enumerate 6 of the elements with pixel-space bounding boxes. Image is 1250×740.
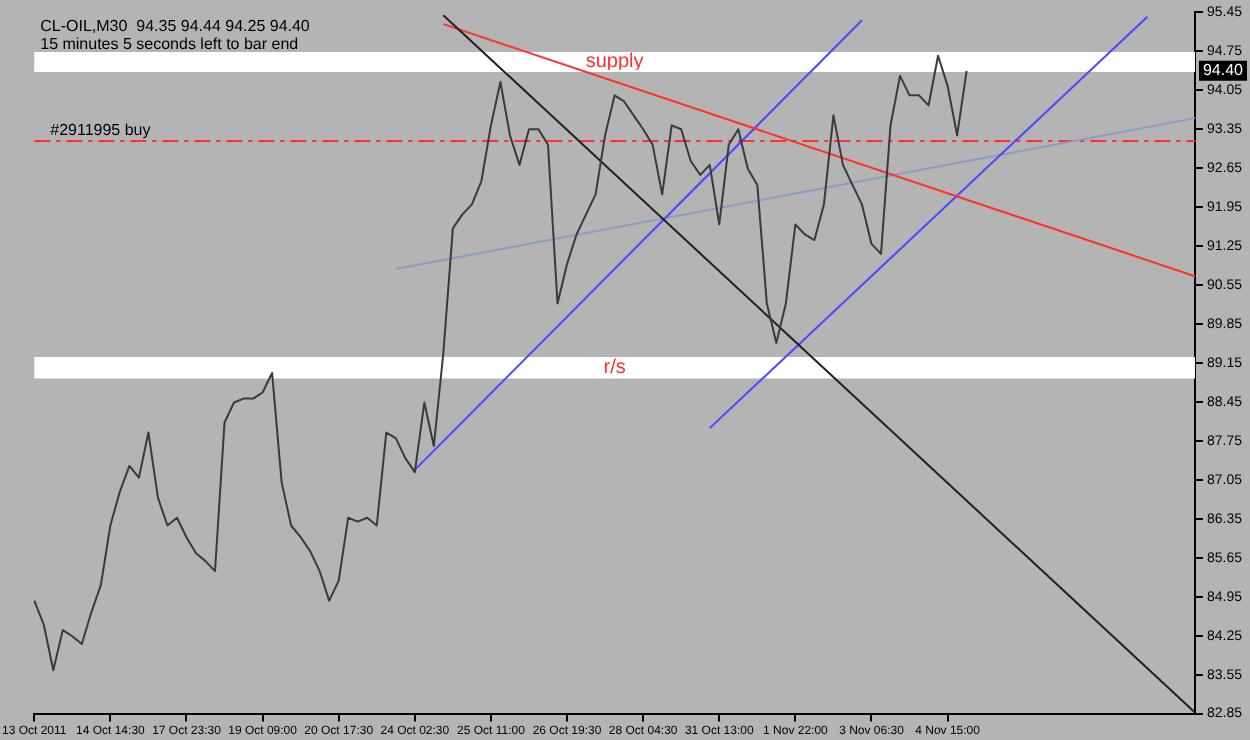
chart-title: CL-OIL,M30 94.35 94.44 94.25 94.40 [40,16,311,35]
ref-line-label: 94.40 [1202,61,1245,80]
text: 15 minutes 5 seconds left to bar end [40,34,299,53]
band-label: r/s [603,357,626,380]
ref-line-label: #2911995 buy [50,121,151,140]
band-label: supply [585,51,644,74]
